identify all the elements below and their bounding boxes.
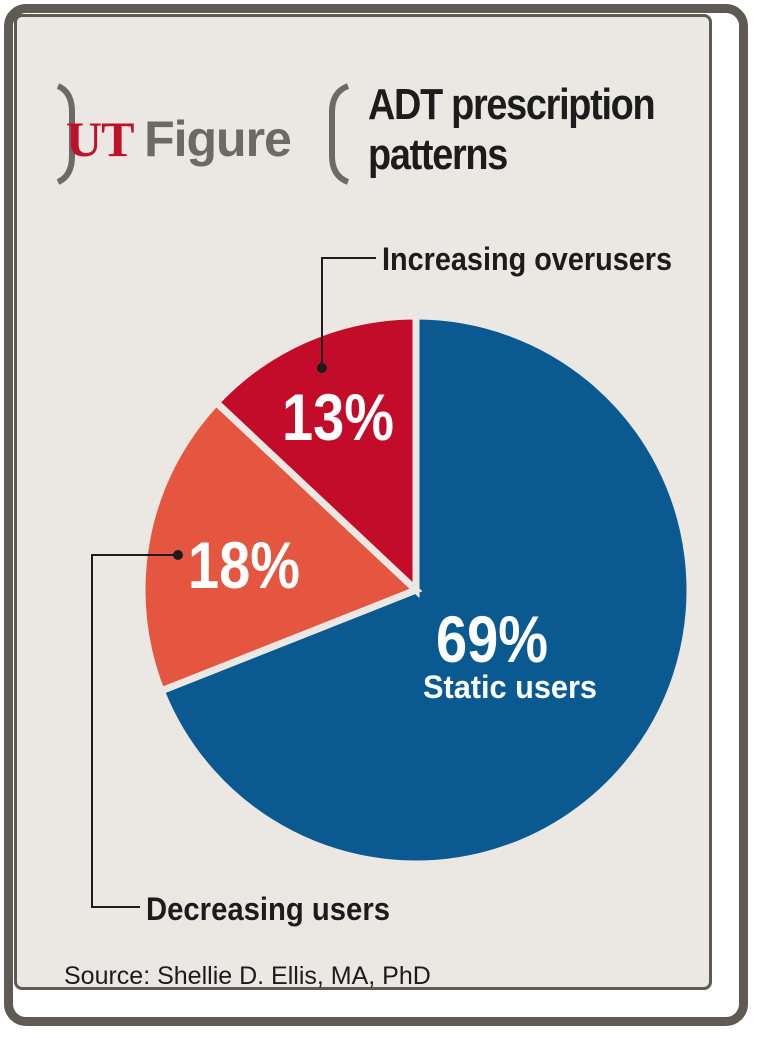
left-bracket-icon bbox=[56, 83, 75, 185]
chart-title-line2: patterns bbox=[368, 130, 508, 179]
leader-dot-decreasing bbox=[173, 550, 183, 560]
pie-sublabel-static: Static users bbox=[423, 669, 597, 705]
pie-label-decreasing: 18% bbox=[188, 528, 300, 602]
brand-figure: Figure bbox=[144, 111, 292, 167]
pie-label-static: 69% bbox=[436, 602, 548, 676]
pie-slice-decreasing bbox=[138, 397, 423, 696]
brand-logo: UT Figure bbox=[66, 110, 292, 168]
leader-line-increasing bbox=[321, 257, 376, 368]
pie-slice-static bbox=[156, 312, 694, 868]
leader-line-decreasing bbox=[91, 554, 178, 908]
brand-ut: UT bbox=[66, 111, 134, 167]
pie-label-increasing: 13% bbox=[282, 380, 394, 454]
leader-dot-increasing bbox=[317, 363, 327, 373]
pie-slice-increasing bbox=[211, 312, 420, 599]
right-bracket-icon bbox=[329, 83, 350, 185]
callout-decreasing-users: Decreasing users bbox=[146, 891, 390, 927]
source-note: Source: Shellie D. Ellis, MA, PhD bbox=[64, 962, 431, 990]
chart-title: ADT prescription patterns bbox=[368, 80, 729, 180]
chart-title-line1: ADT prescription bbox=[368, 80, 656, 129]
callout-increasing-overusers: Increasing overusers bbox=[382, 241, 672, 277]
